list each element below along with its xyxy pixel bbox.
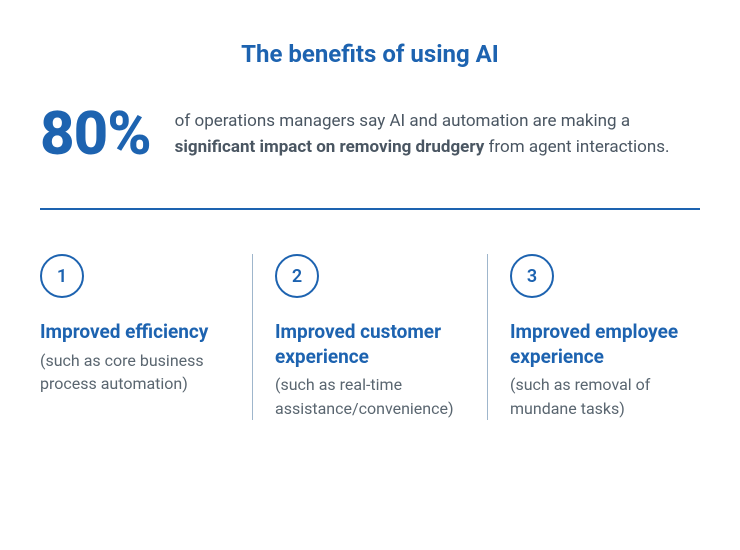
benefit-2-number: 2 <box>275 254 319 298</box>
stat-description: of operations managers say AI and automa… <box>175 108 700 161</box>
divider <box>40 208 700 210</box>
benefit-1-title: Improved efficiency <box>40 320 230 345</box>
benefit-3-sub: (such as removal of mundane tasks) <box>510 373 700 419</box>
benefit-1-sub: (such as core business process automatio… <box>40 349 230 395</box>
stat-desc-pre: of operations managers say AI and automa… <box>175 111 630 131</box>
stat-desc-post: from agent interactions. <box>484 137 669 157</box>
benefit-3-number: 3 <box>510 254 554 298</box>
stat-row: 80% of operations managers say AI and au… <box>40 104 700 164</box>
page-title: The benefits of using AI <box>40 40 700 68</box>
stat-value: 80% <box>40 104 151 164</box>
benefit-2-title: Improved customer experience <box>275 320 465 369</box>
benefit-2: 2 Improved customer experience (such as … <box>252 254 487 420</box>
benefit-2-sub: (such as real-time assistance/convenienc… <box>275 373 465 419</box>
benefit-1: 1 Improved efficiency (such as core busi… <box>40 254 252 420</box>
benefit-3-title: Improved employee experience <box>510 320 700 369</box>
stat-desc-bold: significant impact on removing drudgery <box>175 137 485 157</box>
benefit-3: 3 Improved employee experience (such as … <box>487 254 700 420</box>
benefit-1-number: 1 <box>40 254 84 298</box>
benefits-row: 1 Improved efficiency (such as core busi… <box>40 254 700 420</box>
